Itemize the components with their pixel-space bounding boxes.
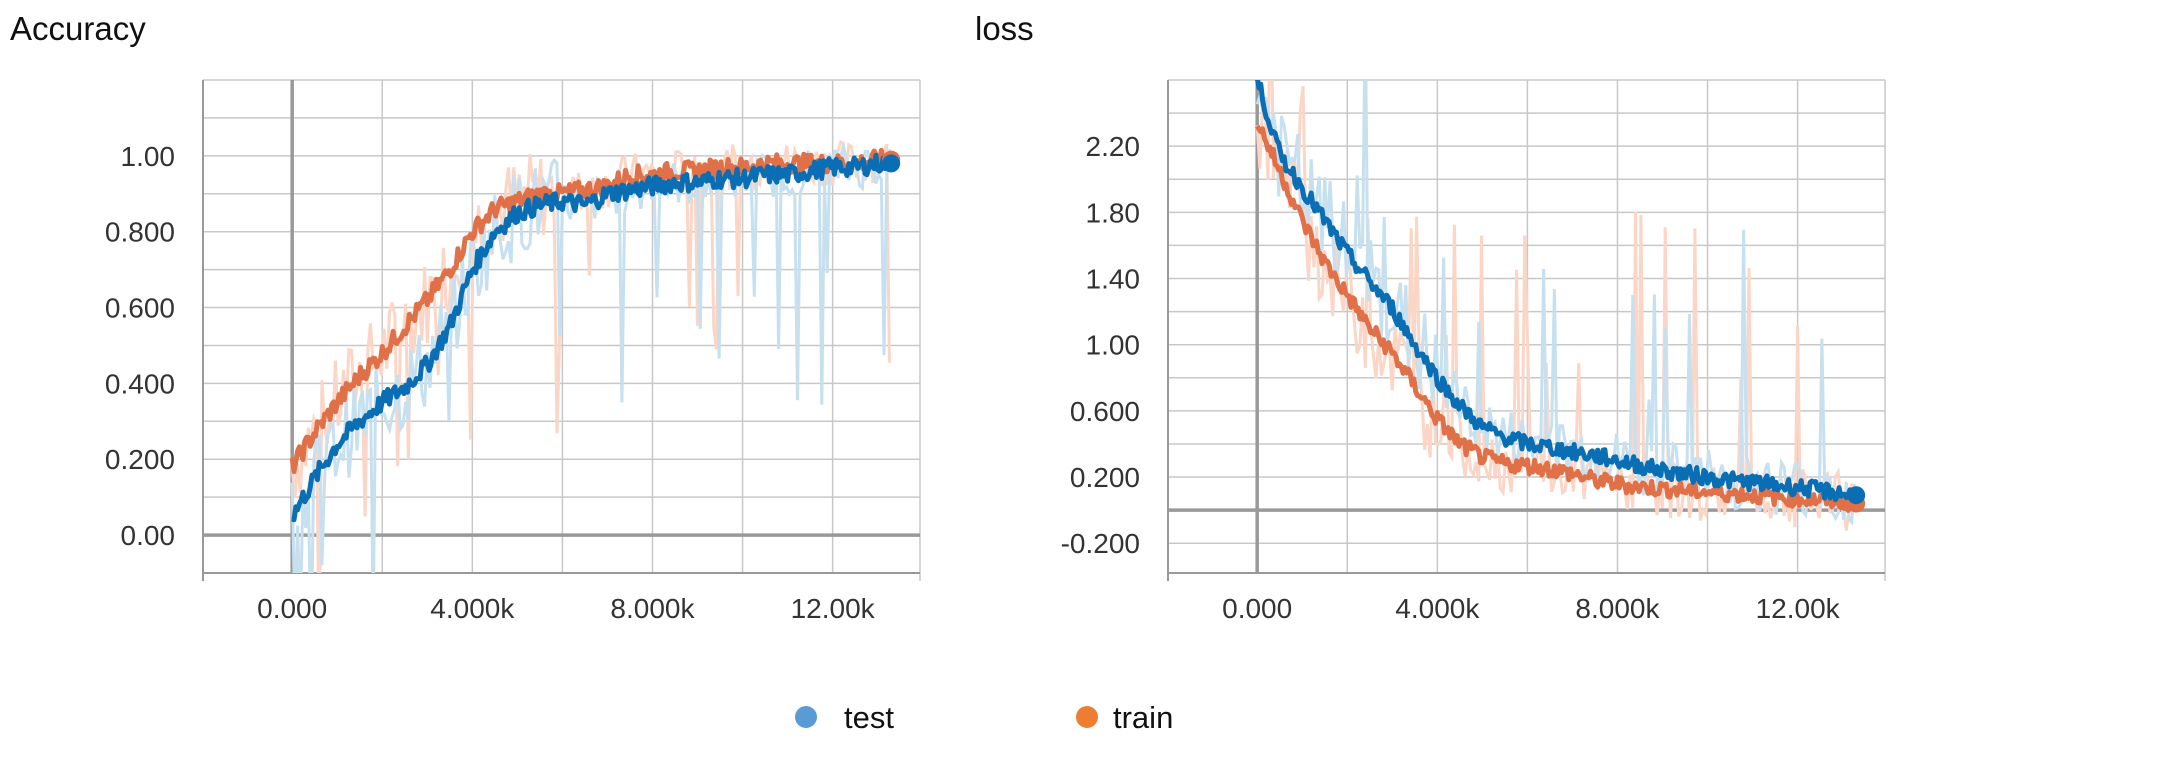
loss-test-end-point <box>1847 486 1866 505</box>
loss-train-series-line <box>1255 124 1857 513</box>
loss-x-tick-label: 4.000k <box>1395 593 1480 624</box>
loss-grid <box>1167 79 1886 581</box>
loss-y-tick-label: -0.200 <box>1061 528 1140 559</box>
loss-chart: 0.000 4.000k 8.000k 12.00k -0.200 0.200 0.600 1… <box>1061 79 1886 624</box>
accuracy-y-tick-label: 1.00 <box>121 141 176 172</box>
loss-x-tick-label: 12.00k <box>1756 593 1841 624</box>
accuracy-test-series-line <box>291 152 893 523</box>
loss-chart-title: loss <box>975 10 1034 47</box>
accuracy-x-tick-label: 0.000 <box>257 593 327 624</box>
accuracy-test-end-point <box>882 154 901 173</box>
loss-y-tick-label: 0.600 <box>1070 396 1140 427</box>
loss-y-tick-label: 2.20 <box>1086 131 1141 162</box>
legend-test-label: test <box>844 700 894 735</box>
legend-item-train[interactable]: train <box>1076 700 1173 735</box>
accuracy-x-tick-label: 8.000k <box>610 593 695 624</box>
loss-y-tick-label: 1.00 <box>1086 330 1141 361</box>
accuracy-chart: 0.000 4.000k 8.000k 12.00k 0.00 0.200 0.400 0.6… <box>105 79 921 624</box>
legend-item-test[interactable]: test <box>795 700 894 735</box>
loss-test-series-line <box>1255 80 1858 503</box>
legend: test train <box>795 700 1173 735</box>
loss-y-tick-label: 1.40 <box>1086 264 1141 295</box>
accuracy-y-tick-label: 0.800 <box>105 217 175 248</box>
accuracy-x-tick-label: 12.00k <box>791 593 876 624</box>
loss-x-tick-label: 8.000k <box>1575 593 1660 624</box>
accuracy-y-tick-label: 0.600 <box>105 293 175 324</box>
legend-train-label: train <box>1113 700 1173 735</box>
loss-y-tick-label: 1.80 <box>1086 197 1141 228</box>
accuracy-y-tick-label: 0.200 <box>105 444 175 475</box>
loss-x-tick-label: 0.000 <box>1222 593 1292 624</box>
legend-train-marker <box>1076 706 1098 728</box>
accuracy-y-tick-label: 0.400 <box>105 368 175 399</box>
loss-y-tick-label: 0.200 <box>1070 462 1140 493</box>
accuracy-x-tick-label: 4.000k <box>430 593 515 624</box>
legend-test-marker <box>795 706 817 728</box>
accuracy-y-tick-label: 0.00 <box>121 520 176 551</box>
accuracy-chart-title: Accuracy <box>10 10 146 47</box>
